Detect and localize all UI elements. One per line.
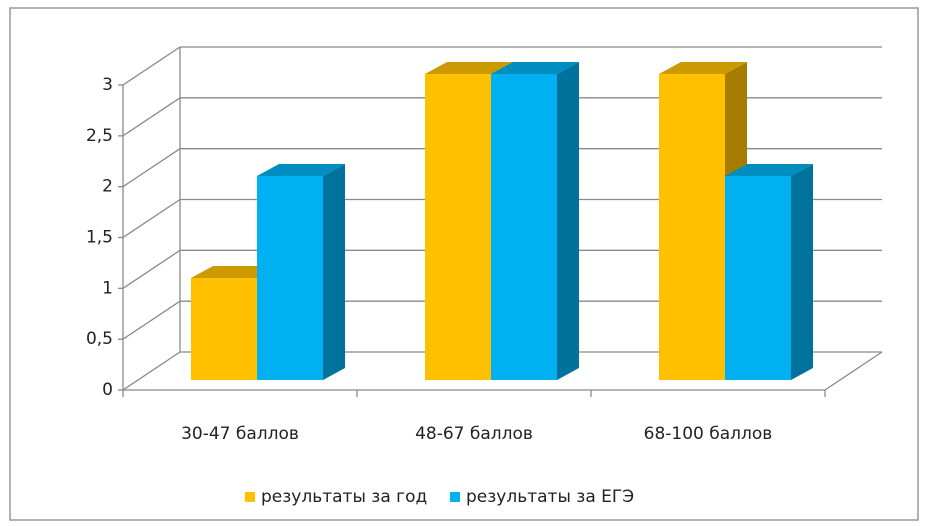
y-tick-label: 3 xyxy=(102,75,113,95)
legend-label: результаты за ЕГЭ xyxy=(466,487,634,507)
legend-swatch xyxy=(245,492,255,502)
bar xyxy=(425,74,491,380)
grid-line xyxy=(122,351,882,391)
bar-top xyxy=(257,164,345,176)
y-tick-label: 1,5 xyxy=(86,228,113,248)
bar-side xyxy=(791,164,813,380)
grid-line xyxy=(122,300,882,340)
grid-line xyxy=(122,46,882,86)
bar xyxy=(725,176,791,380)
bar xyxy=(191,278,257,380)
bar xyxy=(659,74,725,380)
grid-line xyxy=(122,249,882,289)
y-tick-label: 2 xyxy=(102,177,113,197)
bar-top xyxy=(659,62,747,74)
grid-line xyxy=(122,97,882,137)
bar-side xyxy=(557,62,579,380)
grid-line xyxy=(122,148,882,188)
y-tick-label: 2,5 xyxy=(86,126,113,146)
bar-top xyxy=(725,164,813,176)
bar-top xyxy=(491,62,579,74)
x-tick-label: 48-67 баллов xyxy=(415,424,533,444)
grid-line xyxy=(122,198,882,239)
bar-top xyxy=(425,62,513,74)
y-tick-label: 0 xyxy=(102,380,113,400)
y-tick-label: 0,5 xyxy=(86,329,113,349)
x-tick-label: 68-100 баллов xyxy=(644,424,773,444)
floor-edge xyxy=(824,351,883,391)
legend-swatch xyxy=(450,492,460,502)
y-tick-label: 1 xyxy=(102,278,113,298)
bar-side xyxy=(323,164,345,380)
bar xyxy=(491,74,557,380)
legend-label: результаты за год xyxy=(261,487,427,507)
bar xyxy=(257,176,323,380)
x-tick-label: 30-47 баллов xyxy=(181,424,299,444)
